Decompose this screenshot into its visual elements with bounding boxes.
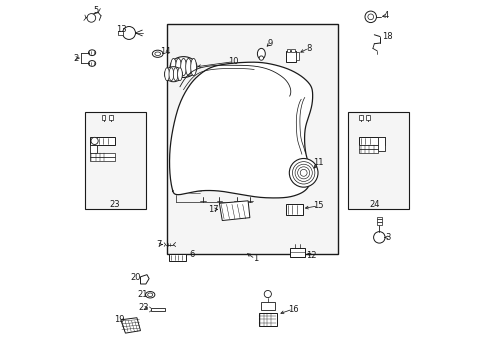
Text: 8: 8 bbox=[306, 44, 311, 53]
Text: 16: 16 bbox=[287, 305, 298, 314]
Bar bbox=[85, 112, 145, 209]
Ellipse shape bbox=[155, 52, 160, 55]
Circle shape bbox=[190, 108, 248, 166]
Circle shape bbox=[122, 27, 135, 40]
Text: 22: 22 bbox=[138, 303, 148, 312]
Ellipse shape bbox=[170, 57, 197, 77]
Bar bbox=[89, 145, 97, 153]
Text: 1: 1 bbox=[252, 255, 257, 264]
Ellipse shape bbox=[147, 293, 152, 297]
Ellipse shape bbox=[180, 58, 186, 76]
Text: 5: 5 bbox=[93, 6, 98, 15]
Ellipse shape bbox=[164, 68, 169, 81]
Circle shape bbox=[257, 108, 296, 148]
Circle shape bbox=[272, 124, 281, 132]
Bar bbox=[89, 137, 115, 145]
Circle shape bbox=[260, 112, 293, 145]
Text: 13: 13 bbox=[116, 25, 127, 34]
Circle shape bbox=[367, 14, 373, 20]
Circle shape bbox=[208, 126, 230, 148]
Bar bbox=[290, 248, 305, 257]
Ellipse shape bbox=[175, 58, 181, 76]
Bar bbox=[376, 222, 381, 225]
Bar bbox=[359, 145, 377, 149]
Bar bbox=[286, 49, 290, 52]
Bar bbox=[348, 112, 408, 209]
Ellipse shape bbox=[169, 68, 173, 81]
Text: 15: 15 bbox=[312, 201, 323, 210]
Polygon shape bbox=[121, 318, 140, 333]
Ellipse shape bbox=[164, 67, 182, 82]
Text: 12: 12 bbox=[305, 251, 316, 260]
Circle shape bbox=[193, 111, 244, 163]
Text: 19: 19 bbox=[114, 315, 125, 324]
Ellipse shape bbox=[88, 60, 96, 66]
Bar bbox=[102, 116, 105, 120]
Bar bbox=[258, 313, 276, 326]
Bar bbox=[359, 116, 362, 120]
Circle shape bbox=[292, 162, 314, 184]
Text: 2: 2 bbox=[73, 54, 79, 63]
Ellipse shape bbox=[145, 292, 155, 298]
Text: 21: 21 bbox=[137, 289, 147, 298]
Circle shape bbox=[212, 130, 225, 143]
Bar bbox=[377, 137, 384, 151]
Text: 20: 20 bbox=[130, 273, 141, 282]
Text: 24: 24 bbox=[368, 200, 379, 209]
Circle shape bbox=[289, 158, 317, 187]
Text: 14: 14 bbox=[160, 48, 170, 57]
Bar bbox=[118, 31, 122, 35]
Bar bbox=[260, 302, 274, 310]
Bar bbox=[376, 217, 381, 220]
Circle shape bbox=[87, 14, 96, 22]
Ellipse shape bbox=[257, 48, 265, 59]
Bar bbox=[169, 254, 186, 261]
Bar bbox=[359, 137, 384, 145]
Circle shape bbox=[373, 231, 384, 243]
Bar bbox=[376, 220, 381, 222]
Bar bbox=[296, 52, 298, 60]
Bar bbox=[167, 24, 337, 253]
Text: 11: 11 bbox=[312, 158, 323, 167]
Bar bbox=[89, 153, 115, 157]
Bar bbox=[285, 204, 303, 215]
Circle shape bbox=[364, 11, 376, 23]
Text: 4: 4 bbox=[383, 11, 388, 20]
Bar bbox=[109, 116, 112, 120]
Bar bbox=[359, 149, 377, 153]
Bar bbox=[89, 157, 115, 161]
Text: 9: 9 bbox=[267, 39, 272, 48]
Ellipse shape bbox=[185, 58, 191, 76]
Ellipse shape bbox=[170, 58, 176, 76]
Ellipse shape bbox=[173, 68, 178, 81]
Text: 10: 10 bbox=[228, 57, 239, 66]
Text: 23: 23 bbox=[109, 200, 120, 209]
Circle shape bbox=[264, 291, 271, 298]
Bar bbox=[366, 116, 369, 120]
Ellipse shape bbox=[88, 50, 96, 55]
Polygon shape bbox=[140, 275, 149, 284]
Bar bbox=[290, 49, 294, 52]
Circle shape bbox=[91, 137, 98, 144]
Text: 7: 7 bbox=[156, 240, 162, 249]
Ellipse shape bbox=[177, 68, 182, 81]
Text: 6: 6 bbox=[189, 250, 195, 259]
Ellipse shape bbox=[190, 58, 196, 76]
Text: 18: 18 bbox=[381, 32, 392, 41]
Ellipse shape bbox=[152, 50, 163, 57]
Bar bbox=[285, 51, 296, 62]
Polygon shape bbox=[219, 201, 249, 221]
Circle shape bbox=[259, 56, 263, 60]
Polygon shape bbox=[169, 62, 312, 198]
Text: 3: 3 bbox=[385, 233, 390, 242]
Circle shape bbox=[268, 120, 284, 136]
Text: 17: 17 bbox=[208, 205, 219, 214]
Bar bbox=[151, 308, 164, 311]
